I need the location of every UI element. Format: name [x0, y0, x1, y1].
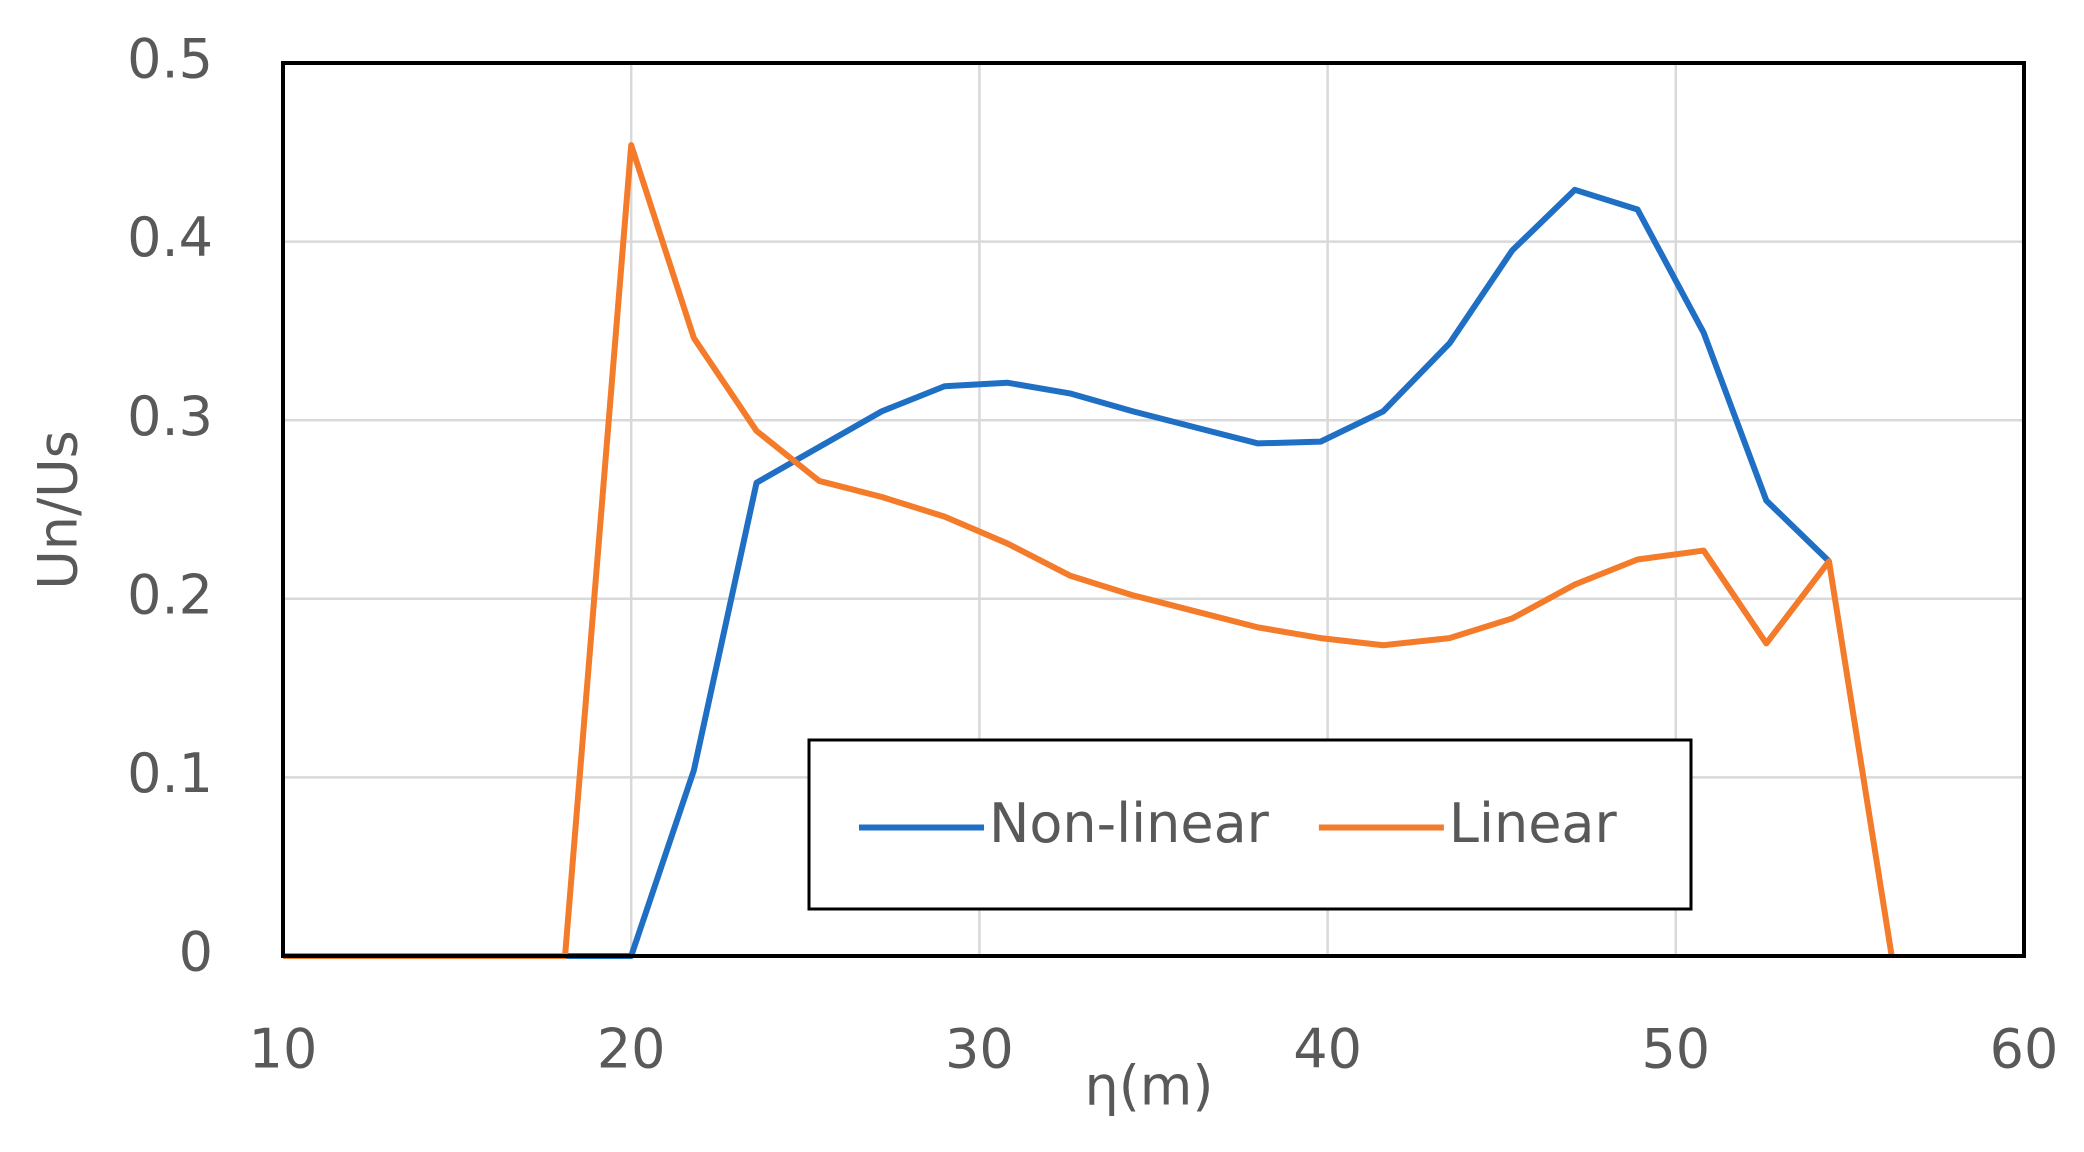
plot-frame — [281, 61, 2026, 958]
legend-label: Linear — [1449, 792, 1618, 855]
x-tick-label: 60 — [1990, 1018, 2059, 1081]
y-tick-label: 0 — [179, 921, 213, 984]
x-tick-label: 40 — [1293, 1018, 1362, 1081]
y-tick-label: 0.5 — [127, 28, 213, 91]
y-axis-label: Un/Us — [27, 430, 90, 590]
line — [283, 186, 1832, 959]
line — [283, 142, 1895, 959]
y-tick-label: 0.4 — [127, 206, 213, 269]
y-tick-label: 0.2 — [127, 563, 213, 626]
x-tick-label: 30 — [945, 1018, 1014, 1081]
legend-label: Non-linear — [989, 792, 1270, 855]
x-tick-label: 10 — [249, 1018, 318, 1081]
y-tick-label: 0.1 — [127, 742, 213, 805]
x-axis-label: η(m) — [1085, 1055, 1214, 1118]
x-tick-label: 50 — [1641, 1018, 1710, 1081]
x-tick-label: 20 — [597, 1018, 666, 1081]
y-tick-label: 0.3 — [127, 385, 213, 448]
